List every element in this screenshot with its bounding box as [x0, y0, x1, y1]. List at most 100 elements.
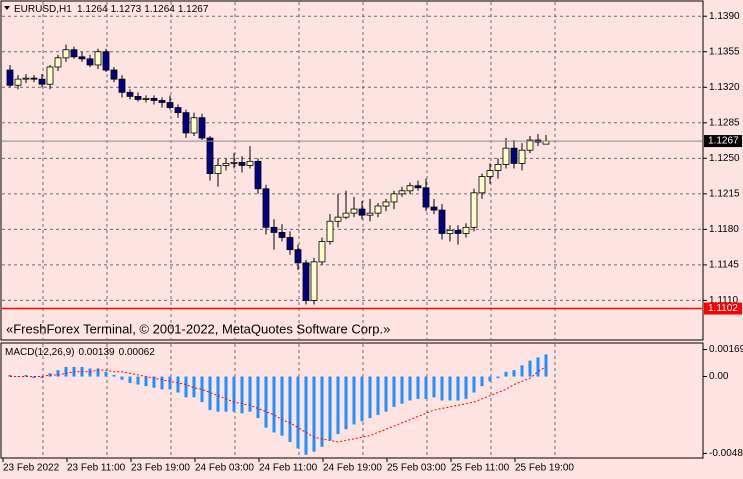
- macd-bar: [272, 376, 276, 433]
- candle-body: [334, 216, 342, 222]
- candle-body: [46, 66, 54, 85]
- x-tick-label: 23 Feb 11:00: [67, 463, 126, 474]
- candle-body: [462, 226, 470, 234]
- macd-bar: [352, 376, 356, 425]
- macd-bar: [336, 376, 340, 435]
- macd-bar: [536, 357, 540, 377]
- y-tick-label: 1.1320: [709, 82, 740, 93]
- macd-bar: [224, 376, 228, 412]
- candle-body: [366, 212, 374, 216]
- y-tick-label: 1.1110: [709, 295, 739, 306]
- signal-line: [10, 366, 547, 443]
- signal-value: 0.00062: [119, 347, 156, 358]
- candle-body: [470, 192, 478, 228]
- candle-body: [110, 69, 118, 80]
- candle-body: [438, 209, 446, 234]
- menu-icon[interactable]: [4, 6, 10, 10]
- macd-bar: [176, 376, 180, 393]
- macd-bar: [96, 368, 100, 377]
- x-tick-label: 25 Feb 11:00: [451, 463, 510, 474]
- x-tick-label: 23 Feb 2022: [3, 463, 60, 474]
- candle-body: [94, 51, 102, 66]
- macd-bar: [512, 370, 516, 377]
- candle-body: [78, 56, 86, 60]
- symbol-header: EURUSD,H1 1.1264 1.1273 1.1264 1.1267: [14, 4, 209, 15]
- macd-bar: [200, 376, 204, 403]
- candle-body: [254, 160, 262, 190]
- y-tick-label: 1.1145: [709, 260, 739, 271]
- candle-body: [222, 162, 230, 166]
- y-tick-label: -0.00481: [709, 448, 743, 459]
- symbol: EURUSD,H1: [14, 4, 72, 15]
- candle-body: [414, 185, 422, 189]
- x-tick-label: 23 Feb 19:00: [131, 463, 190, 474]
- macd-bar: [344, 376, 348, 430]
- macd-bar: [368, 376, 372, 419]
- candle-body: [22, 77, 30, 80]
- candle-body: [302, 262, 310, 301]
- macd-bar: [296, 376, 300, 449]
- y-tick-label: 1.1180: [709, 224, 739, 235]
- candle-body: [326, 220, 334, 242]
- candle-body: [398, 190, 406, 195]
- candle-body: [262, 188, 270, 228]
- level-label-box: [704, 302, 742, 315]
- macd-bar: [400, 376, 404, 404]
- candle-body: [118, 78, 126, 93]
- candle-body: [86, 58, 94, 66]
- y-tick-label: 0.00169: [709, 344, 743, 355]
- macd-bar: [432, 376, 436, 398]
- macd-bar: [152, 376, 156, 388]
- candle-body: [382, 201, 390, 207]
- macd-bar: [384, 376, 388, 412]
- candle-body: [358, 208, 366, 216]
- candle-body: [318, 241, 326, 263]
- macd-bar: [320, 376, 324, 447]
- macd-bar: [360, 376, 364, 422]
- candle-body: [454, 229, 462, 234]
- candle-body: [198, 117, 206, 139]
- candle-body: [126, 91, 134, 97]
- macd-bar: [480, 376, 484, 387]
- macd-bar: [440, 376, 444, 401]
- y-tick-label: 1.1215: [709, 188, 740, 199]
- main-frame: [0, 0, 704, 341]
- y-tick-label: 1.1250: [709, 153, 740, 164]
- candle-body: [62, 49, 70, 59]
- macd-bar: [448, 376, 452, 401]
- macd-bar: [472, 376, 476, 393]
- macd-bar: [232, 376, 236, 412]
- candle-body: [350, 208, 358, 214]
- candle-body: [518, 149, 526, 164]
- macd-bar: [544, 354, 548, 377]
- candle-body: [422, 187, 430, 208]
- macd-bar: [56, 370, 60, 377]
- candle-body: [38, 78, 46, 85]
- macd-bar: [312, 376, 316, 452]
- macd-bar: [136, 376, 140, 385]
- candle-body: [526, 139, 534, 151]
- candle-body: [246, 160, 254, 166]
- x-tick-label: 25 Feb 03:00: [387, 463, 446, 474]
- candle-body: [478, 176, 486, 194]
- macd-bar: [216, 376, 220, 412]
- candle-body: [142, 98, 150, 100]
- macd-bar: [32, 376, 36, 379]
- macd-bar: [392, 376, 396, 407]
- candle-body: [286, 237, 294, 251]
- level-label: 1.1102: [708, 303, 738, 314]
- candle-body: [206, 137, 214, 174]
- candle-body: [510, 147, 518, 164]
- candle-body: [150, 98, 158, 101]
- last-price-label: 1.1267: [708, 136, 739, 147]
- macd-bar: [120, 376, 124, 380]
- candle-body: [342, 212, 350, 218]
- candle-body: [134, 96, 142, 100]
- macd-bar: [496, 376, 500, 379]
- macd-bar: [288, 376, 292, 443]
- candle-body: [158, 100, 166, 103]
- macd-bar: [424, 376, 428, 399]
- macd-bar: [168, 376, 172, 390]
- macd-bar: [144, 376, 148, 387]
- macd-bar: [112, 374, 116, 377]
